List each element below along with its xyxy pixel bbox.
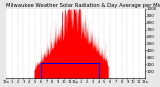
Text: Milwaukee Weather Solar Radiation & Day Average per Minute W/m2 (Today): Milwaukee Weather Solar Radiation & Day … [6,3,160,8]
